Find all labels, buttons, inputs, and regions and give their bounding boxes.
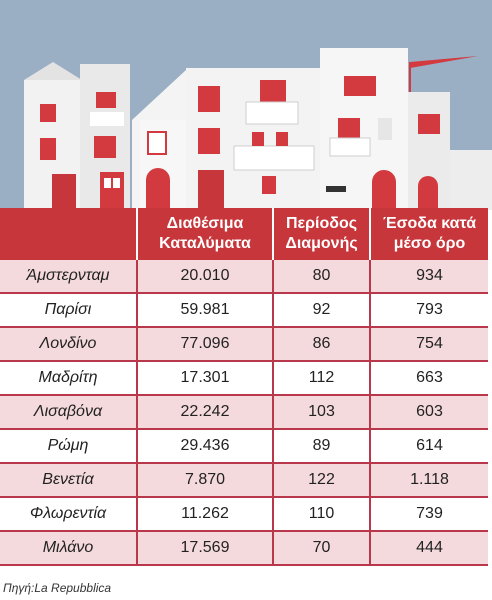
table-row: Λισαβόνα 22.242 103 603 xyxy=(0,395,488,430)
city-cell: Βενετία xyxy=(0,463,138,498)
listings-cell: 59.981 xyxy=(137,293,274,328)
stay-cell: 110 xyxy=(273,497,371,532)
table-row: Φλωρεντία 11.262 110 739 xyxy=(0,497,488,532)
listings-cell: 17.301 xyxy=(137,361,274,396)
listings-cell: 77.096 xyxy=(137,327,274,362)
listings-cell: 7.870 xyxy=(137,463,274,498)
stay-cell: 122 xyxy=(273,463,371,498)
table-row: Άμστερνταμ 20.010 80 934 xyxy=(0,260,488,294)
city-cell: Παρίσι xyxy=(0,293,138,328)
revenue-cell: 444 xyxy=(370,531,488,566)
table-row: Παρίσι 59.981 92 793 xyxy=(0,293,488,328)
city-cell: Ρώμη xyxy=(0,429,138,464)
data-table: Διαθέσιμα Καταλύματα Περίοδος Διαμονής Έσο… xyxy=(0,208,488,566)
revenue-cell: 663 xyxy=(370,361,488,396)
listings-cell: 11.262 xyxy=(137,497,274,532)
table-row: Βενετία 7.870 122 1.118 xyxy=(0,463,488,498)
header-city xyxy=(0,208,138,260)
stay-cell: 92 xyxy=(273,293,371,328)
header-stay: Περίοδος Διαμονής xyxy=(273,208,371,260)
city-cell: Φλωρεντία xyxy=(0,497,138,532)
stay-cell: 70 xyxy=(273,531,371,566)
revenue-cell: 1.118 xyxy=(370,463,488,498)
revenue-cell: 603 xyxy=(370,395,488,430)
source-note: Πηγή:La Repubblica xyxy=(3,581,112,595)
revenue-cell: 754 xyxy=(370,327,488,362)
listings-cell: 29.436 xyxy=(137,429,274,464)
listings-cell: 17.569 xyxy=(137,531,274,566)
header-row: Διαθέσιμα Καταλύματα Περίοδος Διαμονής Έσο… xyxy=(0,208,488,260)
city-cell: Λισαβόνα xyxy=(0,395,138,430)
listings-cell: 22.242 xyxy=(137,395,274,430)
header-revenue: Έσοδα κατά μέσο όρο xyxy=(370,208,488,260)
stay-cell: 86 xyxy=(273,327,371,362)
revenue-cell: 793 xyxy=(370,293,488,328)
header-listings: Διαθέσιμα Καταλύματα xyxy=(137,208,274,260)
table-row: Μιλάνο 17.569 70 444 xyxy=(0,531,488,566)
city-cell: Άμστερνταμ xyxy=(0,260,138,294)
houses-illustration xyxy=(0,0,492,210)
table-row: Μαδρίτη 17.301 112 663 xyxy=(0,361,488,396)
stay-cell: 80 xyxy=(273,260,371,294)
city-cell: Μιλάνο xyxy=(0,531,138,566)
table-row: Λονδίνο 77.096 86 754 xyxy=(0,327,488,362)
listings-cell: 20.010 xyxy=(137,260,274,294)
revenue-cell: 739 xyxy=(370,497,488,532)
stay-cell: 103 xyxy=(273,395,371,430)
stay-cell: 89 xyxy=(273,429,371,464)
revenue-cell: 614 xyxy=(370,429,488,464)
stay-cell: 112 xyxy=(273,361,371,396)
city-cell: Μαδρίτη xyxy=(0,361,138,396)
revenue-cell: 934 xyxy=(370,260,488,294)
city-cell: Λονδίνο xyxy=(0,327,138,362)
table-row: Ρώμη 29.436 89 614 xyxy=(0,429,488,464)
